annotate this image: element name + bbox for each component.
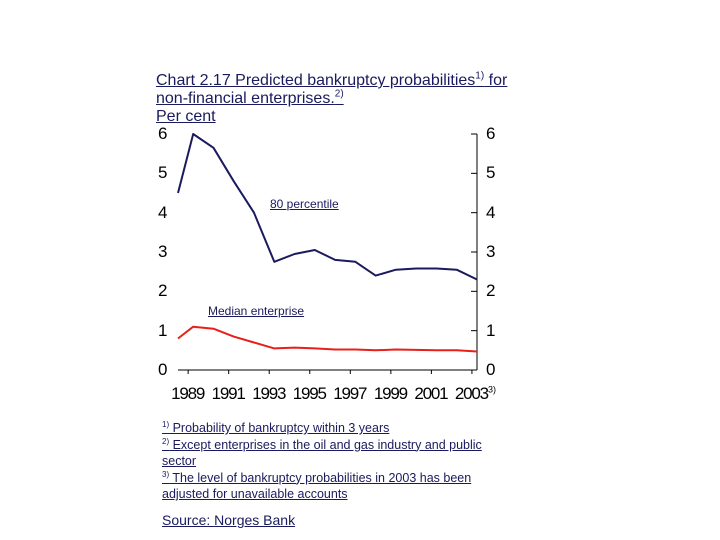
y-tick-label-left-1: 1	[158, 320, 168, 340]
series-line-80-percentile	[177, 133, 478, 281]
y-tick-label-left-0: 0	[158, 360, 168, 379]
footnotes: 1) Probability of bankruptcy within 3 ye…	[162, 420, 492, 503]
source-label: Source: Norges Bank	[162, 512, 296, 528]
y-tick-label-right-3: 3	[486, 242, 496, 261]
title-rest: for non-financial enterprises.	[156, 72, 508, 107]
x-tick-label-1997: 1997	[333, 384, 367, 403]
title-footnote-2: 2)	[334, 88, 344, 100]
title-main: Chart 2.17 Predicted bankruptcy probabil…	[156, 72, 476, 89]
title-unit: Per cent	[156, 108, 216, 125]
footnote-1: 1) Probability of bankruptcy within 3 ye…	[162, 419, 390, 435]
series-line-median-enterprise	[177, 325, 478, 353]
y-tick-label-right-2: 2	[486, 281, 496, 301]
y-tick-label-right-1: 1	[486, 320, 496, 340]
x-tick-label-1995: 1995	[292, 384, 327, 403]
y-tick-label-right-5: 5	[486, 163, 496, 183]
y-tick-label-left-2: 2	[158, 281, 168, 301]
footnote-3: 3) The level of bankruptcy probabilities…	[162, 469, 472, 501]
title-footnote-1: 1)	[475, 70, 485, 82]
x-tick-label-1999: 1999	[373, 384, 408, 403]
y-tick-label-right-0: 0	[486, 360, 496, 379]
x-tick-label-1993: 1993	[252, 384, 286, 403]
annotation-median-enterprise: Median enterprise	[208, 304, 305, 318]
annotation-80-percentile: 80 percentile	[270, 197, 339, 211]
y-tick-label-left-5: 5	[158, 163, 168, 183]
x-tick-label-1991: 1991	[211, 384, 246, 403]
y-tick-label-right-4: 4	[486, 202, 496, 222]
y-tick-label-left-3: 3	[158, 242, 168, 261]
x-tick-label-2003: 20033)	[454, 384, 496, 403]
chart-title: Chart 2.17 Predicted bankruptcy probabil…	[156, 70, 526, 126]
x-tick-label-2001: 2001	[414, 384, 448, 403]
y-tick-label-left-4: 4	[158, 202, 168, 222]
y-tick-label-left-6: 6	[158, 124, 168, 143]
footnote-2: 2) Except enterprises in the oil and gas…	[162, 436, 482, 468]
x-tick-label-1989: 1989	[171, 384, 205, 403]
y-tick-label-right-6: 6	[486, 124, 496, 143]
